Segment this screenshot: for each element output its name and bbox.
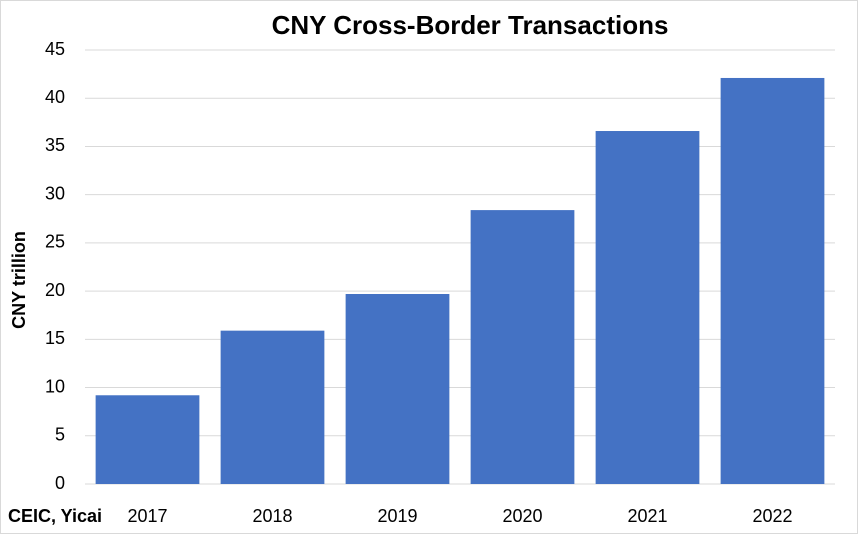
bar bbox=[595, 131, 700, 484]
y-axis-label: CNY trillion bbox=[9, 231, 29, 329]
chart-title: CNY Cross-Border Transactions bbox=[272, 10, 669, 40]
y-tick-label: 30 bbox=[45, 183, 65, 203]
x-tick-label: 2019 bbox=[377, 506, 417, 526]
x-tick-label: 2020 bbox=[502, 506, 542, 526]
y-tick-label: 10 bbox=[45, 376, 65, 396]
bar bbox=[95, 395, 200, 484]
y-tick-label: 15 bbox=[45, 328, 65, 348]
x-tick-label: 2017 bbox=[127, 506, 167, 526]
y-tick-label: 25 bbox=[45, 232, 65, 252]
y-tick-label: 40 bbox=[45, 87, 65, 107]
y-tick-label: 20 bbox=[45, 280, 65, 300]
bar bbox=[470, 210, 575, 484]
bar bbox=[720, 77, 825, 485]
source-note: CEIC, Yicai bbox=[8, 506, 102, 526]
x-tick-label: 2021 bbox=[627, 506, 667, 526]
y-tick-label: 0 bbox=[55, 473, 65, 493]
y-tick-label: 5 bbox=[55, 425, 65, 445]
bar bbox=[220, 330, 325, 484]
x-tick-label: 2022 bbox=[752, 506, 792, 526]
y-tick-label: 35 bbox=[45, 135, 65, 155]
bar bbox=[345, 294, 450, 484]
x-tick-label: 2018 bbox=[252, 506, 292, 526]
y-tick-label: 45 bbox=[45, 39, 65, 59]
